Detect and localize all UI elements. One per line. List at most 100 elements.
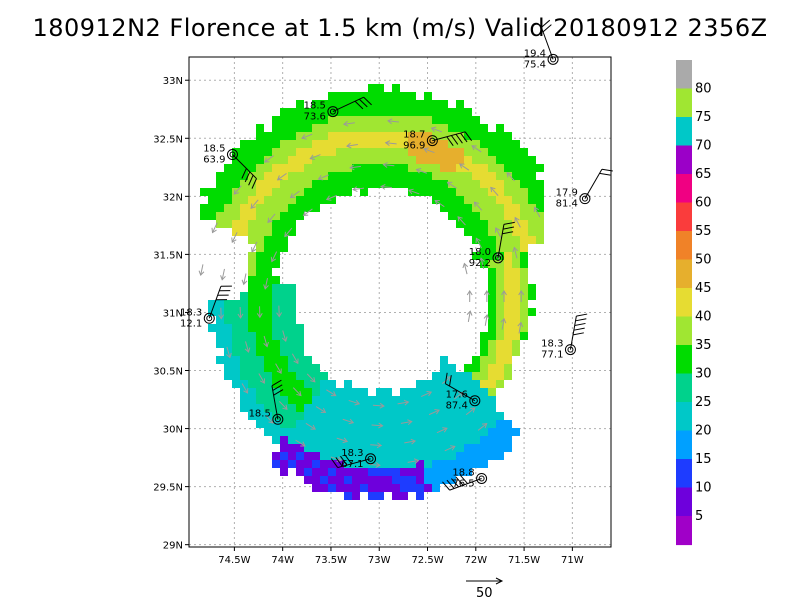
wind-cell	[384, 100, 392, 108]
wind-cell	[440, 196, 448, 204]
wind-cell	[304, 372, 312, 380]
wind-cell	[472, 132, 480, 140]
wind-cell	[360, 452, 368, 460]
wind-cell	[360, 156, 368, 164]
wind-cell	[288, 204, 296, 212]
wind-cell	[320, 468, 328, 476]
wind-cell	[240, 212, 248, 220]
wind-cell	[288, 388, 296, 396]
colorbar-swatch	[676, 88, 692, 118]
wind-arrow-head	[494, 227, 501, 233]
wind-arrow-head	[518, 290, 525, 296]
wind-cell	[456, 444, 464, 452]
wind-cell	[296, 204, 304, 212]
wind-barb-feather	[451, 478, 459, 488]
wind-cell	[496, 428, 504, 436]
wind-cell	[304, 476, 312, 484]
wind-cell	[496, 284, 504, 292]
wind-barb	[271, 385, 279, 420]
wind-cell	[440, 172, 448, 180]
wind-cell	[256, 244, 264, 252]
wind-cell	[248, 276, 256, 284]
station-label-top: 18.3	[180, 307, 202, 318]
wind-arrow-head	[410, 438, 417, 445]
wind-arrow	[267, 213, 276, 223]
wind-cell	[512, 284, 520, 292]
wind-cell	[320, 108, 328, 116]
wind-cell	[488, 452, 496, 460]
wind-cell	[264, 140, 272, 148]
wind-cell	[504, 300, 512, 308]
wind-cell	[432, 172, 440, 180]
wind-cell	[256, 252, 264, 260]
wind-cell	[304, 468, 312, 476]
wind-cell	[368, 164, 376, 172]
wind-cell	[416, 388, 424, 396]
station-marker	[564, 344, 576, 356]
wind-arrow	[226, 346, 231, 358]
wind-cell	[328, 436, 336, 444]
wind-cell	[392, 396, 400, 404]
wind-cell	[432, 388, 440, 396]
wind-cell	[488, 196, 496, 204]
wind-cell	[440, 100, 448, 108]
wind-cell	[424, 476, 432, 484]
wind-cell	[464, 228, 472, 236]
wind-arrow	[221, 268, 225, 280]
wind-cell	[328, 132, 336, 140]
wind-cell	[392, 476, 400, 484]
wind-arrow-head	[263, 284, 269, 290]
wind-cell	[264, 244, 272, 252]
wind-arrow-head	[459, 163, 465, 169]
wind-cell	[488, 132, 496, 140]
wind-cell	[400, 404, 408, 412]
wind-cell	[248, 220, 256, 228]
wind-cell	[272, 332, 280, 340]
wind-cell	[520, 228, 528, 236]
wind-cell	[280, 308, 288, 316]
wind-cell	[480, 388, 488, 396]
wind-cell	[352, 100, 360, 108]
wind-cell	[520, 332, 528, 340]
wind-arrow-head	[473, 201, 480, 207]
wind-cell	[224, 212, 232, 220]
wind-cell	[304, 188, 312, 196]
wind-arrow	[441, 376, 452, 384]
wind-cell	[456, 220, 464, 228]
wind-cell	[288, 460, 296, 468]
wind-arrow	[295, 439, 306, 447]
wind-cell	[248, 364, 256, 372]
wind-cell	[296, 396, 304, 404]
colorbar-swatch	[676, 174, 692, 204]
wind-cell	[368, 108, 376, 116]
wind-cell	[312, 140, 320, 148]
wind-cell	[512, 316, 520, 324]
station-marker	[547, 53, 559, 65]
wind-cell	[216, 356, 224, 364]
wind-cell	[400, 452, 408, 460]
wind-cell	[312, 364, 320, 372]
wind-barb-feather	[248, 175, 254, 186]
wind-cell	[296, 436, 304, 444]
wind-cell	[504, 428, 512, 436]
wind-cell	[320, 372, 328, 380]
wind-arrow-head	[462, 262, 469, 269]
wind-cell	[248, 252, 256, 260]
wind-arrow-head	[309, 154, 315, 161]
station: 18.573.6	[304, 96, 372, 123]
wind-arrow	[372, 404, 384, 407]
wind-cell	[456, 396, 464, 404]
wind-cell	[480, 228, 488, 236]
wind-arrow-head	[296, 390, 302, 397]
wind-arrow-head	[434, 409, 440, 415]
wind-cell	[224, 364, 232, 372]
wind-arrow	[326, 194, 338, 200]
lon-tick-label: 72W	[464, 555, 487, 566]
wind-cell	[528, 292, 536, 300]
wind-cell	[352, 148, 360, 156]
wind-cell	[272, 188, 280, 196]
station: 18.312.1	[180, 285, 232, 329]
wind-cell	[312, 460, 320, 468]
wind-cell	[512, 276, 520, 284]
wind-cell	[256, 260, 264, 268]
